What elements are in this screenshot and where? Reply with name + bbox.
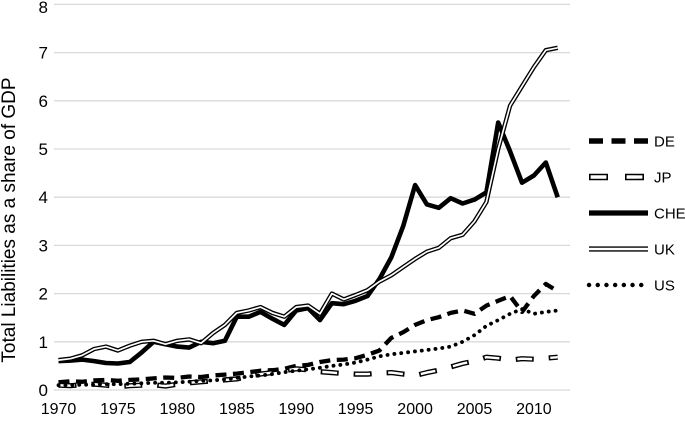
y-tick-label: 0 [39, 381, 48, 400]
x-tick-label: 2000 [397, 401, 433, 418]
series-line-CHE [58, 120, 560, 366]
series-line-US [56, 307, 560, 388]
y-tick-label: 5 [39, 140, 48, 159]
y-tick-label: 2 [39, 285, 48, 304]
legend-label-CHE: CHE [654, 206, 685, 223]
y-tick-label: 6 [39, 92, 48, 111]
x-tick-label: 1995 [338, 401, 374, 418]
legend-label-JP: JP [654, 170, 672, 187]
y-tick-label: 8 [39, 0, 48, 17]
legend-label-UK: UK [654, 242, 675, 259]
series-line-UK [58, 46, 558, 361]
x-tick-label: 2010 [516, 401, 552, 418]
y-tick-label: 1 [39, 333, 48, 352]
x-tick-label: 2005 [457, 401, 493, 418]
y-tick-label: 7 [39, 44, 48, 63]
series-line-DE [58, 281, 559, 385]
series-line-JP [58, 354, 558, 390]
x-tick-label: 1985 [219, 401, 255, 418]
y-tick-label: 3 [39, 236, 48, 255]
legend-label-US: US [654, 278, 675, 295]
y-tick-label: 4 [39, 188, 48, 207]
x-tick-label: 1970 [41, 401, 77, 418]
series-line-UK [58, 45, 559, 363]
x-tick-label: 1990 [278, 401, 314, 418]
x-tick-label: 1975 [100, 401, 136, 418]
legend-label-DE: DE [654, 134, 675, 151]
x-tick-label: 1980 [160, 401, 196, 418]
y-axis-title: Total Liabilities as a share of GDP [0, 77, 20, 362]
